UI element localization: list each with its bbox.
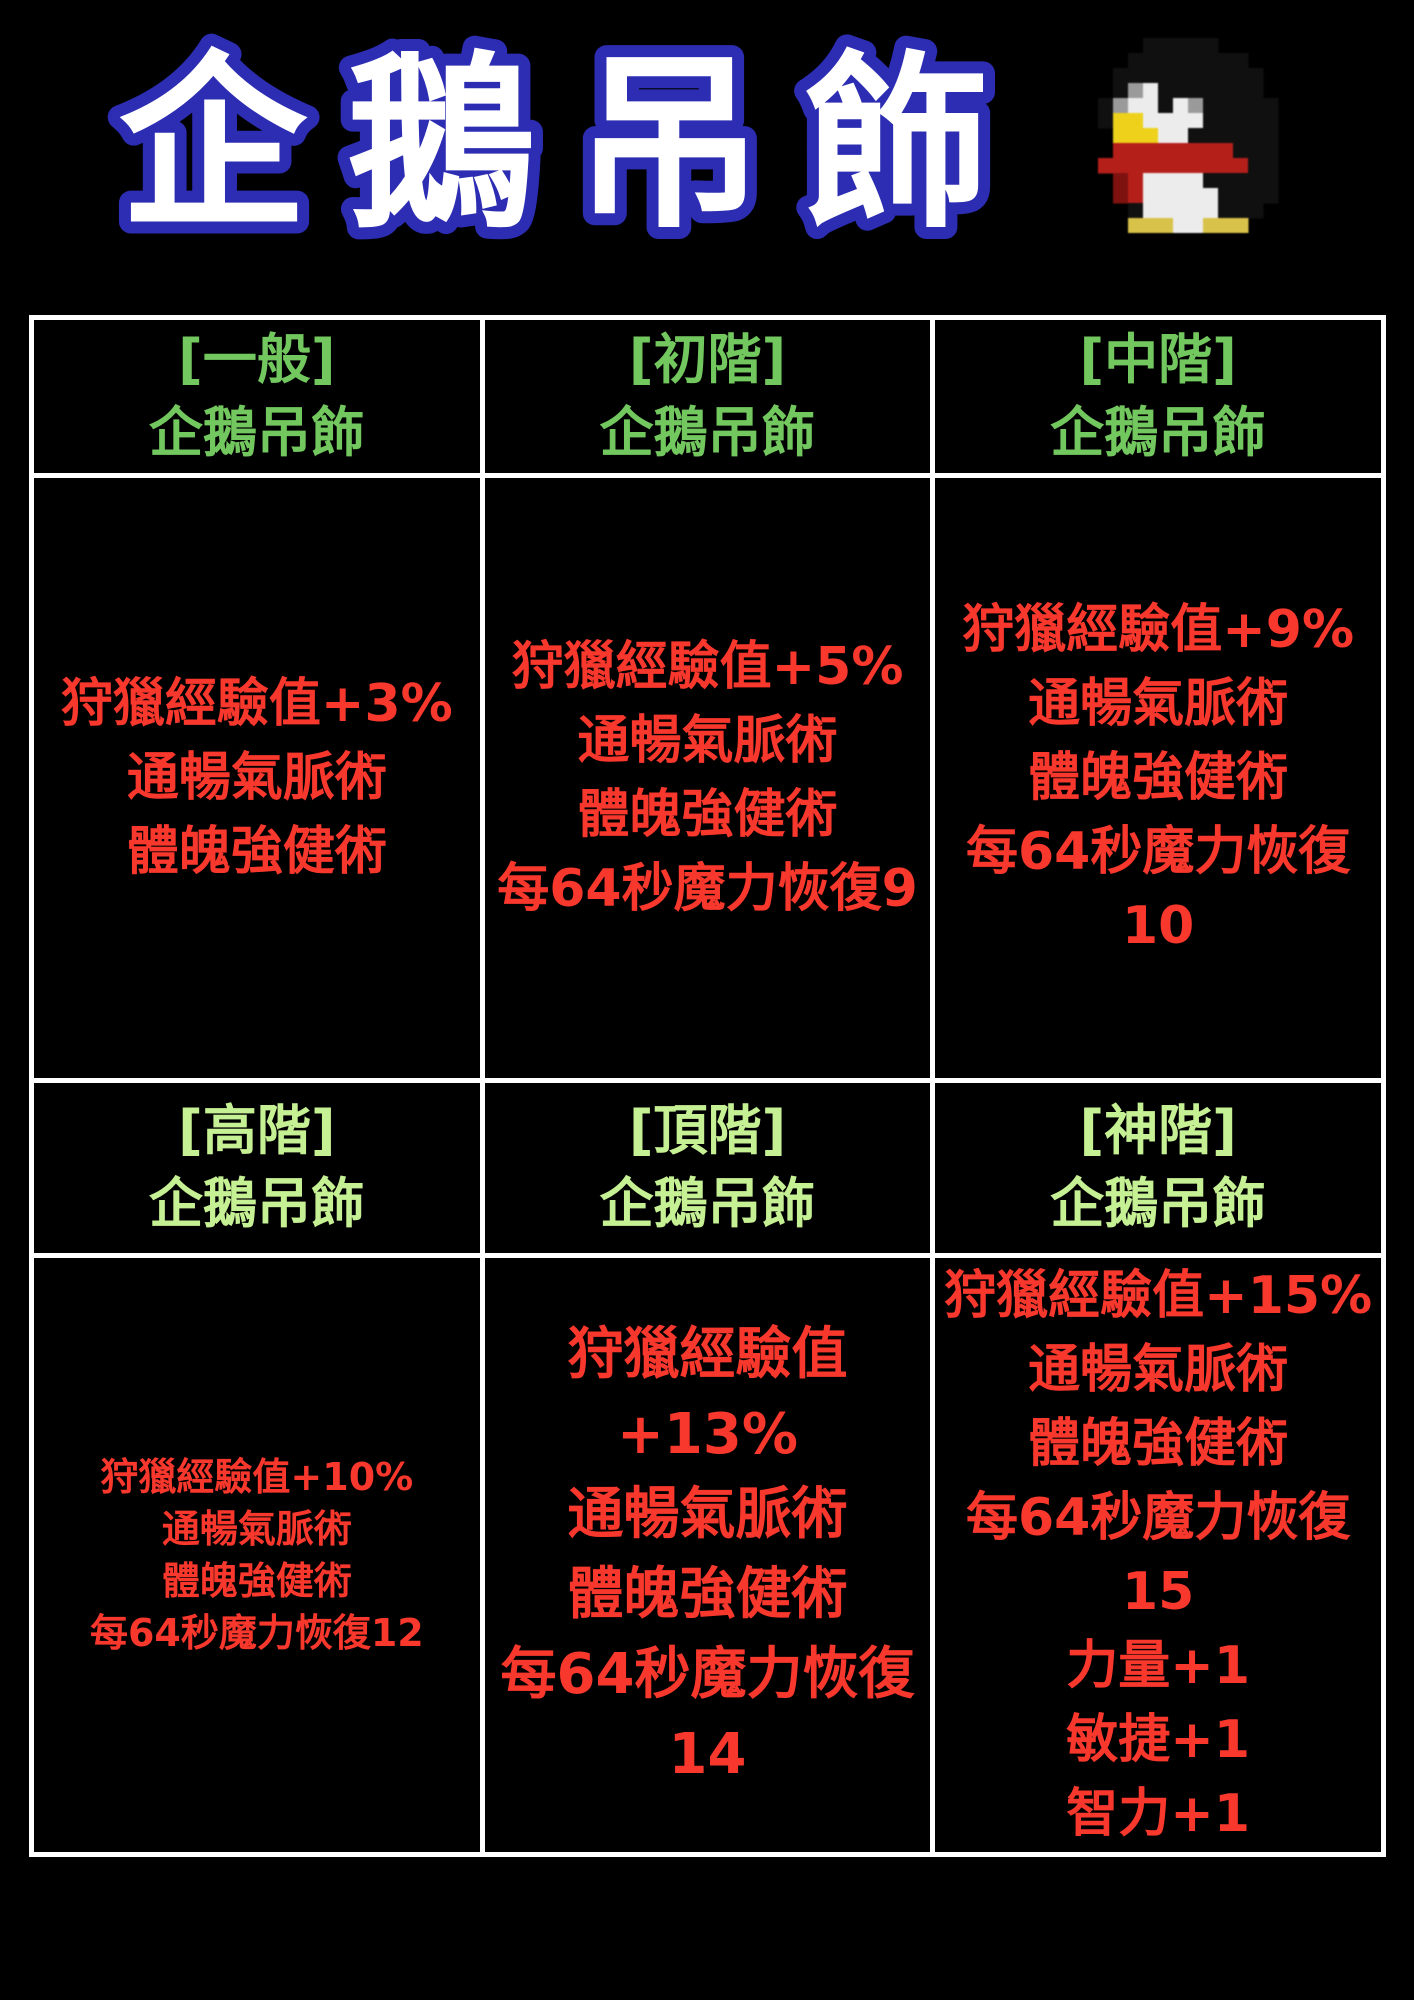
stat-line: 每64秒魔力恢復12: [89, 1611, 424, 1655]
item-name: 企鵝吊飾: [599, 400, 816, 464]
stat-line: 體魄強健術: [577, 785, 838, 845]
tier-header-r1c1: [一般] 企鵝吊飾: [34, 320, 480, 473]
stat-line: 狩獵經驗值+9%: [962, 600, 1355, 660]
item-name: 企鵝吊飾: [1050, 1172, 1267, 1235]
stat-line: 通暢氣脈術: [126, 748, 387, 808]
tier-label: [中階]: [1079, 327, 1237, 391]
tier-header-r2c3: [神階] 企鵝吊飾: [935, 1083, 1381, 1253]
stat-line: 體魄強健術: [126, 822, 387, 882]
penguin-icon: [1098, 38, 1279, 233]
tier-label: [頂階]: [628, 1099, 787, 1163]
tier-stats-r1c2: 狩獵經驗值+5% 通暢氣脈術體魄強健術每64秒魔力恢復9: [484, 478, 931, 1078]
tier-header-r2c2: [頂階] 企鵝吊飾: [484, 1083, 931, 1253]
stat-line: 狩獵經驗值+15%: [944, 1266, 1373, 1326]
tier-stats-r2c3: 狩獵經驗值+15% 通暢氣脈術體魄強健術每64秒魔力恢復15 力量+1 敏捷+1 智力+…: [935, 1258, 1381, 1852]
tier-header-r1c3: [中階] 企鵝吊飾: [935, 320, 1381, 473]
stat-line: 14: [668, 1722, 747, 1787]
tier-stats-r2c2: 狩獵經驗值+13% 通暢氣脈術體魄強健術每64秒魔力恢復 14: [484, 1258, 931, 1852]
stat-line: 智力+1: [1066, 1784, 1251, 1844]
stat-line: 敏捷+1: [1066, 1710, 1251, 1770]
stat-line: 通暢氣脈術: [577, 711, 838, 771]
tier-stats-r1c1: 狩獵經驗值+3% 通暢氣脈術體魄強健術: [34, 478, 480, 1078]
stat-line: 體魄強健術: [567, 1562, 848, 1627]
stat-line: 每64秒魔力恢復: [500, 1642, 915, 1707]
stat-line: 體魄強健術: [1028, 748, 1289, 808]
stat-line: 狩獵經驗值+13%: [567, 1322, 848, 1467]
page-title-text: 企鵝吊飾: [119, 35, 1031, 254]
tier-label: [初階]: [628, 327, 787, 391]
tier-stats-r2c1: 狩獵經驗值+10% 通暢氣脈術體魄強健術每64秒魔力恢復12: [34, 1258, 480, 1852]
stat-line: 通暢氣脈術: [1028, 1340, 1289, 1400]
tier-stats-r1c3: 狩獵經驗值+9% 通暢氣脈術體魄強健術每64秒魔力恢復10: [935, 478, 1381, 1078]
item-name: 企鵝吊飾: [148, 1172, 365, 1235]
stat-line: 體魄強健術: [1028, 1414, 1289, 1474]
stat-line: 通暢氣脈術: [1028, 674, 1289, 734]
stat-line: 通暢氣脈術: [567, 1482, 848, 1547]
tier-label: [神階]: [1079, 1099, 1237, 1163]
tier-label: [高階]: [178, 1099, 336, 1163]
item-name: 企鵝吊飾: [1050, 400, 1267, 464]
item-name: 企鵝吊飾: [148, 400, 365, 464]
stat-line: 力量+1: [1066, 1636, 1251, 1696]
tier-table: [一般] 企鵝吊飾 [初階] 企鵝吊飾 [中階] 企鵝吊飾 狩獵經驗值+3% 通暢氣脈術 體魄強…: [29, 315, 1386, 1857]
stat-line: 通暢氣脈術: [161, 1507, 352, 1551]
stat-line: 體魄強健術: [161, 1559, 352, 1603]
tier-header-r1c2: [初階] 企鵝吊飾: [484, 320, 931, 473]
page-title: 企鵝吊飾: [0, 14, 1414, 254]
stat-line: 每64秒魔力恢復10: [965, 822, 1351, 956]
item-name: 企鵝吊飾: [599, 1172, 816, 1235]
stat-line: 每64秒魔力恢復15: [965, 1488, 1351, 1622]
tier-label: [一般]: [178, 327, 336, 391]
stat-line: 每64秒魔力恢復9: [497, 859, 918, 919]
tier-header-r2c1: [高階] 企鵝吊飾: [34, 1083, 480, 1253]
stat-line: 狩獵經驗值+10%: [100, 1455, 414, 1499]
stat-line: 狩獵經驗值+5%: [511, 637, 904, 697]
stat-line: 狩獵經驗值+3%: [60, 674, 453, 734]
